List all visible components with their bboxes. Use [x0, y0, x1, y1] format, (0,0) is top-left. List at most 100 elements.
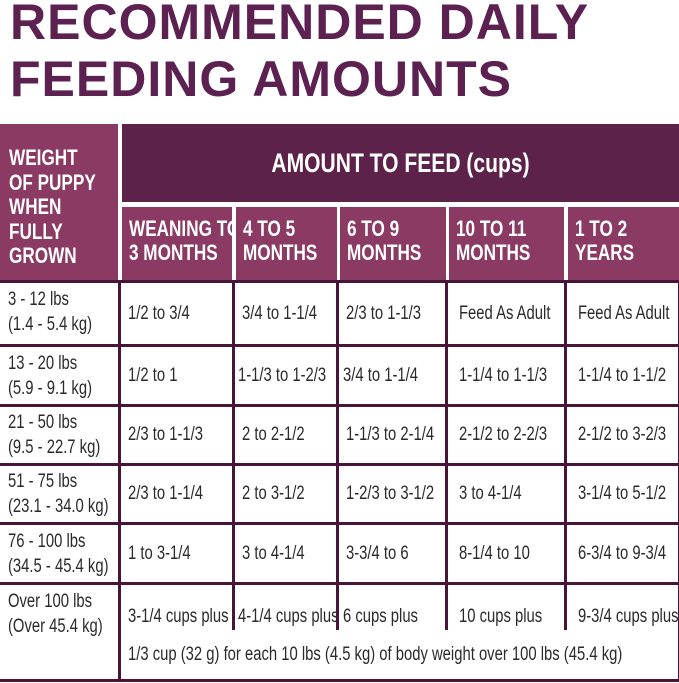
- cell-text: Feed As Adult: [459, 302, 551, 324]
- page-title-line-2: FEEDING AMOUNTS: [10, 51, 513, 107]
- weight-cell: 51 - 75 lbs (23.1 - 34.0 kg): [0, 466, 118, 522]
- age-header-4-5-months: 4 TO 5 MONTHS: [236, 207, 337, 280]
- cell-text: Feed As Adult: [578, 302, 670, 324]
- amount-cell: 3/4 to 1-1/4: [339, 347, 445, 404]
- cell-text: Over 100 lbs: [8, 591, 93, 612]
- amount-cell: 1-1/3 to 1-2/3: [235, 347, 336, 404]
- cell-text: 76 - 100 lbs: [8, 530, 86, 552]
- cell-text: 1 to 3-1/4: [128, 542, 191, 564]
- amount-cell: 2-1/2 to 2-2/3: [448, 407, 564, 463]
- age-header-line: WEANING TO: [129, 216, 241, 241]
- cell-text: 1/2 to 3/4: [128, 302, 190, 324]
- cell-text: 1-1/4 to 1-1/3: [459, 364, 548, 386]
- amount-cell: 2-1/2 to 3-2/3: [567, 407, 678, 463]
- amount-cell: 4-1/4 cups plus: [235, 585, 336, 630]
- cell-text: 21 - 50 lbs: [8, 412, 78, 433]
- cell-text: 4-1/4 cups plus: [238, 606, 336, 627]
- weight-header-line: WHEN: [9, 194, 62, 219]
- weight-header-line: WEIGHT: [9, 145, 78, 170]
- amount-cell: 3-1/4 cups plus: [121, 585, 232, 630]
- cell-text: 8-1/4 to 10: [459, 542, 530, 564]
- amount-cell: 2/3 to 1-1/4: [121, 466, 232, 522]
- age-header-line: 10 TO 11: [456, 216, 527, 241]
- cell-text: 3 to 4-1/4: [242, 542, 305, 564]
- amount-cell: 8-1/4 to 10: [448, 525, 564, 582]
- weight-header: WEIGHT OF PUPPY WHEN FULLY GROWN: [0, 124, 118, 280]
- cell-text: 1-2/3 to 3-1/2: [346, 483, 435, 504]
- weight-header-line: GROWN: [9, 243, 77, 268]
- page-title-line-1: RECOMMENDED DAILY: [10, 0, 590, 50]
- amount-cell: 1-2/3 to 3-1/2: [339, 466, 445, 522]
- amount-cell: 2 to 2-1/2: [235, 407, 336, 463]
- cell-text: (1.4 - 5.4 kg): [8, 314, 93, 335]
- cell-text: 6 cups plus: [343, 606, 418, 627]
- cell-text: 3-1/4 to 5-1/2: [578, 483, 667, 504]
- amount-cell: 3-3/4 to 6: [339, 525, 445, 582]
- cell-text: (5.9 - 9.1 kg): [8, 377, 93, 399]
- age-header-line: 4 TO 5: [243, 216, 296, 241]
- weight-cell: 76 - 100 lbs (34.5 - 45.4 kg): [0, 525, 118, 582]
- age-header-line: MONTHS: [347, 240, 422, 265]
- cell-text: (34.5 - 45.4 kg): [8, 555, 109, 577]
- amount-cell: Feed As Adult: [567, 283, 678, 344]
- cell-text: 1/2 to 1: [128, 364, 178, 386]
- amount-cell: 1 to 3-1/4: [121, 525, 232, 582]
- amount-cell: 6 cups plus: [339, 585, 445, 630]
- age-header-line: MONTHS: [243, 240, 318, 265]
- amount-cell: 2/3 to 1-1/3: [339, 283, 445, 344]
- amount-cell: Feed As Adult: [448, 283, 564, 344]
- cell-text: (9.5 - 22.7 kg): [8, 437, 101, 458]
- amount-cell: 3/4 to 1-1/4: [235, 283, 336, 344]
- age-header-line: 6 TO 9: [347, 216, 400, 241]
- cell-text: 3/4 to 1-1/4: [343, 364, 418, 386]
- cell-text: 51 - 75 lbs: [8, 471, 78, 492]
- cell-text: 1/3 cup (32 g) for each 10 lbs (4.5 kg) …: [128, 643, 623, 665]
- cell-text: 1-1/4 to 1-1/2: [578, 364, 667, 386]
- over-100-amounts: 3-1/4 cups plus 4-1/4 cups plus 6 cups p…: [121, 585, 678, 679]
- weight-header-line: OF PUPPY: [9, 169, 96, 195]
- amount-header-text: AMOUNT TO FEED (cups): [271, 147, 530, 178]
- age-header-10-11-months: 10 TO 11 MONTHS: [449, 207, 564, 280]
- cell-text: 13 - 20 lbs: [8, 352, 78, 374]
- cell-text: 2/3 to 1-1/3: [128, 424, 203, 445]
- cell-text: (23.1 - 34.0 kg): [8, 496, 109, 517]
- age-header-6-9-months: 6 TO 9 MONTHS: [340, 207, 446, 280]
- age-header-line: 3 MONTHS: [129, 240, 218, 265]
- weight-cell: Over 100 lbs (Over 45.4 kg): [0, 585, 118, 679]
- weight-cell: 13 - 20 lbs (5.9 - 9.1 kg): [0, 347, 118, 404]
- cell-text: 3-1/4 cups plus: [128, 606, 229, 627]
- cell-text: (Over 45.4 kg): [8, 616, 103, 637]
- age-header-line: 1 TO 2: [575, 216, 628, 241]
- amount-cell: 3-1/4 to 5-1/2: [567, 466, 678, 522]
- amount-cell: 1/2 to 3/4: [121, 283, 232, 344]
- cell-text: 2/3 to 1-1/3: [346, 302, 421, 324]
- age-header-line: MONTHS: [456, 240, 531, 265]
- age-header-line: YEARS: [575, 240, 635, 265]
- cell-text: 3 to 4-1/4: [459, 483, 522, 504]
- cell-text: 1-1/3 to 2-1/4: [346, 424, 435, 445]
- cell-text: 10 cups plus: [459, 606, 543, 627]
- cell-text: 2-1/2 to 3-2/3: [578, 424, 667, 445]
- cell-text: 2/3 to 1-1/4: [128, 483, 203, 504]
- cell-text: 1-1/3 to 1-2/3: [238, 364, 327, 386]
- weight-header-line: FULLY: [9, 218, 63, 244]
- weight-cell: 21 - 50 lbs (9.5 - 22.7 kg): [0, 407, 118, 463]
- cell-text: 3 - 12 lbs: [8, 289, 69, 310]
- cell-text: 2 to 2-1/2: [242, 424, 305, 445]
- cell-text: 3-3/4 to 6: [346, 542, 409, 564]
- feeding-table: 3 - 12 lbs (1.4 - 5.4 kg) 1/2 to 3/4 3/4 …: [0, 280, 679, 682]
- cell-text: 6-3/4 to 9-3/4: [578, 542, 667, 564]
- cell-text: 2-1/2 to 2-2/3: [459, 424, 548, 445]
- cell-text: 3/4 to 1-1/4: [242, 302, 317, 324]
- amount-cell: 1/2 to 1: [121, 347, 232, 404]
- amount-cell: 1-1/4 to 1-1/3: [448, 347, 564, 404]
- amount-header: AMOUNT TO FEED (cups): [122, 124, 679, 202]
- amount-cell: 3 to 4-1/4: [235, 525, 336, 582]
- amount-cell: 10 cups plus: [448, 585, 564, 630]
- age-header-weaning: WEANING TO 3 MONTHS: [122, 207, 240, 280]
- amount-cell: 3 to 4-1/4: [448, 466, 564, 522]
- amount-cell: 1-1/4 to 1-1/2: [567, 347, 678, 404]
- amount-cell: 1-1/3 to 2-1/4: [339, 407, 445, 463]
- weight-cell: 3 - 12 lbs (1.4 - 5.4 kg): [0, 283, 118, 344]
- amount-cell: 2 to 3-1/2: [235, 466, 336, 522]
